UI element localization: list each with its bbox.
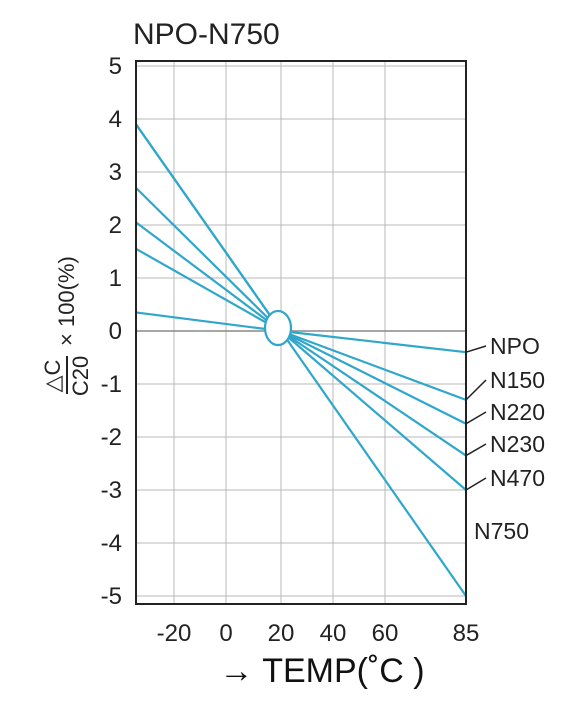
series-label-leader	[465, 379, 487, 401]
x-tick-label: 85	[453, 620, 480, 647]
series-label-n150: N150	[490, 367, 545, 393]
y-tick-label: -1	[101, 371, 122, 398]
x-tick-label: 40	[320, 620, 347, 647]
x-tick-label: -20	[157, 620, 192, 647]
series-label-leader	[465, 345, 487, 353]
y-tick-label: 0	[109, 318, 122, 345]
series-label-leader	[465, 443, 487, 457]
y-tick-label: -2	[101, 424, 122, 451]
chart-title: NPO-N750	[133, 18, 280, 51]
series-label-n220: N220	[490, 399, 545, 425]
y-ticks: 5 4 3 2 1 0 -1 -2 -3 -4 -5	[101, 53, 122, 610]
y-tick-label: -3	[101, 477, 122, 504]
series-line-n750	[135, 123, 467, 597]
y-axis-label: △C C20 × 100(%)	[40, 256, 93, 396]
plot-frame	[135, 60, 467, 605]
series-label-npo: NPO	[490, 333, 540, 359]
series-line-n150	[135, 247, 467, 401]
y-tick-label: -4	[101, 530, 122, 557]
grid	[136, 61, 466, 604]
x-tick-label: 60	[372, 620, 399, 647]
x-axis-label: → TEMP(˚C )	[219, 652, 424, 690]
series-line-n470	[135, 123, 467, 491]
x-ticks: -20 0 20 40 60 85	[157, 620, 480, 647]
series-line-n220	[135, 221, 467, 425]
y-tick-label: -5	[101, 583, 122, 610]
series-labels: NPO N150 N220 N230 N470 N750	[465, 333, 545, 544]
x-tick-label: 20	[268, 620, 295, 647]
y-tick-label: 2	[109, 212, 122, 239]
y-tick-label: 5	[109, 53, 122, 80]
y-tick-label: 4	[109, 106, 122, 133]
reference-point-circle	[263, 309, 293, 347]
series-label-n470: N470	[490, 465, 545, 491]
y-axis-label-numerator: △C	[40, 359, 65, 392]
series-label-n230: N230	[490, 431, 545, 457]
x-tick-label: 0	[219, 620, 232, 647]
y-axis-label-suffix: × 100(%)	[54, 256, 79, 346]
series-label-leader	[465, 411, 487, 425]
series-line-npo	[135, 311, 467, 354]
series-label-leader	[465, 477, 487, 491]
series-lines	[135, 123, 467, 597]
y-tick-label: 3	[109, 159, 122, 186]
y-axis-label-denominator: C20	[68, 356, 93, 396]
series-label-n750: N750	[474, 518, 529, 544]
y-tick-label: 1	[109, 265, 122, 292]
series-line-n230	[135, 187, 467, 457]
